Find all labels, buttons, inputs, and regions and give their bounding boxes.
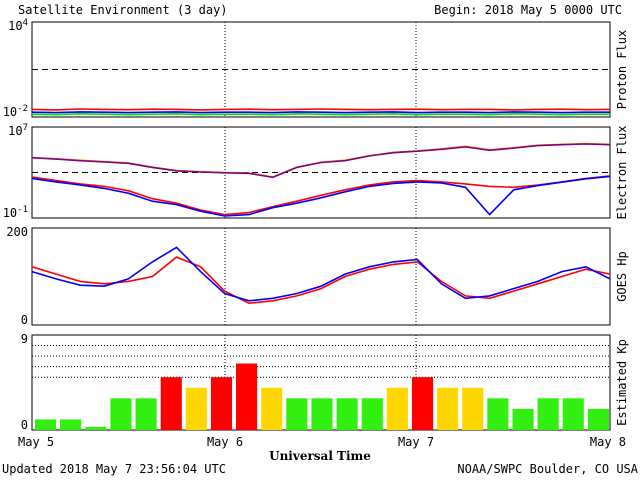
kp-bar-21: [562, 398, 584, 430]
x-tick-label-3: May 8: [590, 435, 626, 449]
kp-bar-2: [85, 426, 107, 430]
kp-bar-10: [286, 398, 308, 430]
panels: 104 10-2 Proton Flux 107 10-1 Electron Flux 20…: [3, 18, 629, 449]
electron-series-blue: [31, 175, 611, 217]
proton-series-red: [31, 108, 611, 111]
kp-bar-9: [261, 387, 283, 430]
begin-time: Begin: 2018 May 5 0000 UTC: [434, 3, 622, 17]
panel-hp: 200 0 GOES Hp: [6, 225, 629, 327]
electron-ylabel: Electron Flux: [615, 126, 629, 220]
kp-bar-5: [160, 377, 182, 430]
kp-bar-8: [236, 363, 258, 430]
electron-series-red: [31, 175, 611, 216]
x-tick-label-1: May 6: [207, 435, 243, 449]
hp-ytick-label-1: 0: [21, 313, 28, 327]
hp-frame: [31, 227, 611, 326]
electron-ytick-label-1: 10-1: [3, 205, 28, 220]
kp-bar-18: [487, 398, 509, 430]
kp-bar-14: [386, 387, 408, 430]
x-tick-label-2: May 7: [398, 435, 434, 449]
kp-ytick-label-1: 0: [21, 418, 28, 432]
x-axis-label: Universal Time: [269, 449, 371, 463]
proton-ylabel: Proton Flux: [615, 30, 629, 109]
kp-bar-13: [361, 398, 383, 430]
kp-bar-1: [60, 419, 82, 430]
kp-bar-17: [462, 387, 484, 430]
kp-bar-19: [512, 408, 534, 430]
kp-bar-0: [35, 419, 57, 430]
proton-ytick-label-1: 10-2: [3, 104, 28, 119]
hp-series-red: [31, 256, 611, 305]
kp-bar-6: [185, 387, 207, 430]
kp-bar-11: [311, 398, 333, 430]
kp-bar-7: [210, 377, 232, 430]
proton-series-green: [31, 112, 610, 116]
panel-proton: 104 10-2 Proton Flux: [3, 18, 629, 119]
kp-bar-20: [537, 398, 559, 430]
kp-bar-4: [135, 398, 157, 430]
plot-title: Satellite Environment (3 day): [18, 3, 228, 17]
panel-kp: 9 0 Estimated Kp: [21, 332, 629, 432]
kp-bar-15: [412, 377, 434, 430]
kp-bar-12: [336, 398, 358, 430]
kp-bar-3: [110, 398, 132, 430]
kp-ytick-label-0: 9: [21, 332, 28, 346]
credit-line: NOAA/SWPC Boulder, CO USA: [457, 462, 638, 476]
proton-ytick-label-0: 104: [8, 18, 28, 33]
x-tick-label-0: May 5: [18, 435, 54, 449]
hp-series-blue: [31, 246, 611, 302]
hp-ylabel: GOES Hp: [615, 251, 629, 302]
electron-series-orange: [31, 142, 611, 178]
electron-ytick-label-0: 107: [8, 123, 28, 138]
proton-series-blue: [31, 111, 610, 114]
panel-electron: 107 10-1 Electron Flux: [3, 123, 629, 220]
updated-timestamp: Updated 2018 May 7 23:56:04 UTC: [2, 462, 226, 476]
electron-series-purple: [31, 143, 611, 179]
kp-ylabel: Estimated Kp: [615, 339, 629, 426]
hp-ytick-label-0: 200: [6, 225, 28, 239]
kp-bar-16: [437, 387, 459, 430]
kp-bar-22: [587, 408, 609, 430]
